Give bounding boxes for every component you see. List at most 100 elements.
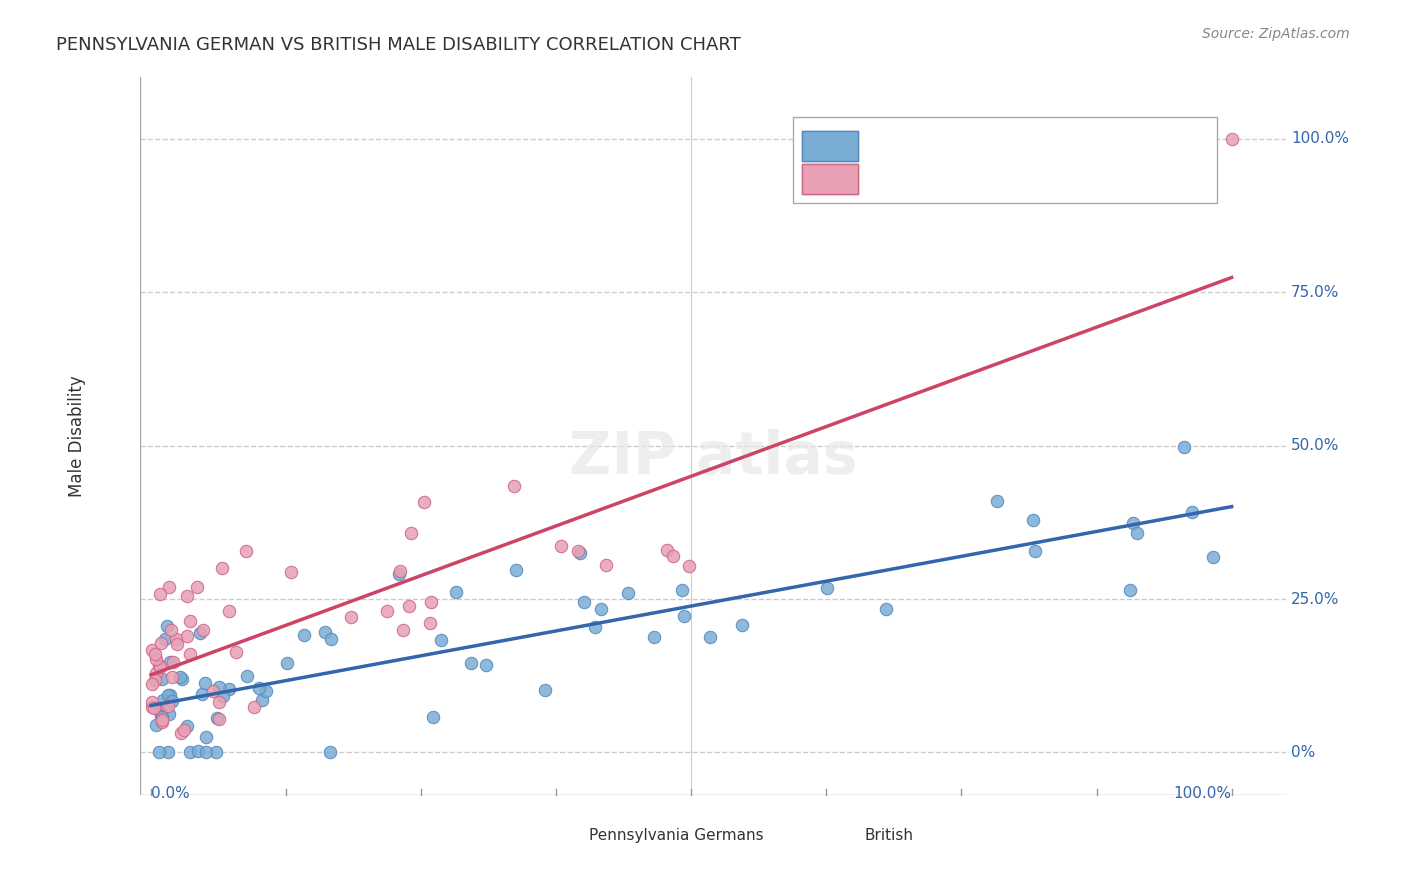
Point xyxy=(413,495,436,509)
Point xyxy=(141,643,163,657)
Point xyxy=(179,647,201,661)
Point xyxy=(152,692,174,706)
Point xyxy=(503,479,526,493)
Text: British: British xyxy=(865,828,912,843)
Point xyxy=(399,526,422,541)
Point xyxy=(149,587,172,601)
Text: 0.0%: 0.0% xyxy=(150,786,190,801)
Point xyxy=(145,718,167,732)
Point xyxy=(150,714,173,729)
Text: R = 0.450: R = 0.450 xyxy=(868,169,950,187)
Point xyxy=(678,558,700,573)
Point xyxy=(280,566,302,580)
Point xyxy=(444,585,467,599)
FancyBboxPatch shape xyxy=(803,163,859,194)
Point xyxy=(391,623,413,637)
Point xyxy=(430,633,453,648)
Point xyxy=(186,581,208,595)
Point xyxy=(157,707,180,722)
Point xyxy=(193,676,215,690)
Text: Male Disability: Male Disability xyxy=(67,376,86,497)
Point xyxy=(419,615,441,630)
Point xyxy=(583,620,606,634)
Point xyxy=(172,672,194,686)
Point xyxy=(1202,550,1225,565)
Point xyxy=(662,549,685,563)
Point xyxy=(235,544,257,558)
Point xyxy=(673,608,696,623)
Point xyxy=(550,539,572,553)
Point xyxy=(205,711,228,725)
Text: ZIP atlas: ZIP atlas xyxy=(568,429,858,486)
Point xyxy=(567,544,589,558)
Point xyxy=(143,673,166,687)
Point xyxy=(191,623,214,637)
Point xyxy=(1024,544,1046,558)
Point xyxy=(149,704,172,718)
Point xyxy=(475,657,498,672)
Point xyxy=(157,580,180,594)
Text: 100.0%: 100.0% xyxy=(1174,786,1232,801)
Point xyxy=(211,561,233,575)
Point xyxy=(212,689,235,703)
Point xyxy=(314,625,336,640)
Point xyxy=(420,595,443,609)
Point xyxy=(150,709,173,723)
Point xyxy=(162,655,184,669)
Text: 0%: 0% xyxy=(1291,745,1316,760)
Point xyxy=(589,602,612,616)
Point xyxy=(156,618,179,632)
Point xyxy=(191,687,214,701)
Point xyxy=(657,542,679,557)
Point xyxy=(179,746,201,760)
Text: Pennsylvania Germans: Pennsylvania Germans xyxy=(589,828,763,843)
Point xyxy=(176,630,198,644)
Point xyxy=(534,683,557,698)
Point xyxy=(143,647,166,661)
Point xyxy=(375,604,398,618)
FancyBboxPatch shape xyxy=(803,131,859,161)
Point xyxy=(176,718,198,732)
Point xyxy=(157,699,180,714)
FancyBboxPatch shape xyxy=(803,131,859,161)
FancyBboxPatch shape xyxy=(538,824,583,847)
Point xyxy=(1119,582,1142,597)
Point xyxy=(1173,440,1195,454)
Point xyxy=(194,731,217,745)
Point xyxy=(986,493,1008,508)
Point xyxy=(157,746,180,760)
Point xyxy=(236,669,259,683)
Point xyxy=(165,632,187,646)
Point xyxy=(141,695,163,709)
Point xyxy=(160,670,183,684)
Point xyxy=(166,637,188,651)
Point xyxy=(202,684,225,698)
Point xyxy=(699,630,721,644)
Point xyxy=(159,655,181,669)
Text: Source: ZipAtlas.com: Source: ZipAtlas.com xyxy=(1202,27,1350,41)
Point xyxy=(294,628,316,642)
Point xyxy=(160,623,183,637)
Point xyxy=(815,581,838,595)
Point xyxy=(143,701,166,715)
Point xyxy=(169,671,191,685)
Point xyxy=(170,725,193,739)
Point xyxy=(150,672,173,686)
Point xyxy=(141,699,163,714)
Point xyxy=(731,618,754,632)
Point xyxy=(1126,525,1149,540)
Point xyxy=(150,636,173,650)
Point xyxy=(388,564,411,578)
Point xyxy=(247,681,270,695)
Point xyxy=(254,683,277,698)
Point xyxy=(145,665,167,680)
Point xyxy=(148,746,170,760)
Point xyxy=(141,677,163,691)
Point xyxy=(218,681,240,696)
Point xyxy=(159,688,181,702)
Point xyxy=(1220,132,1243,146)
Bar xyxy=(793,117,1218,203)
Point xyxy=(1021,513,1043,527)
Point xyxy=(1181,505,1204,519)
Point xyxy=(195,746,218,760)
